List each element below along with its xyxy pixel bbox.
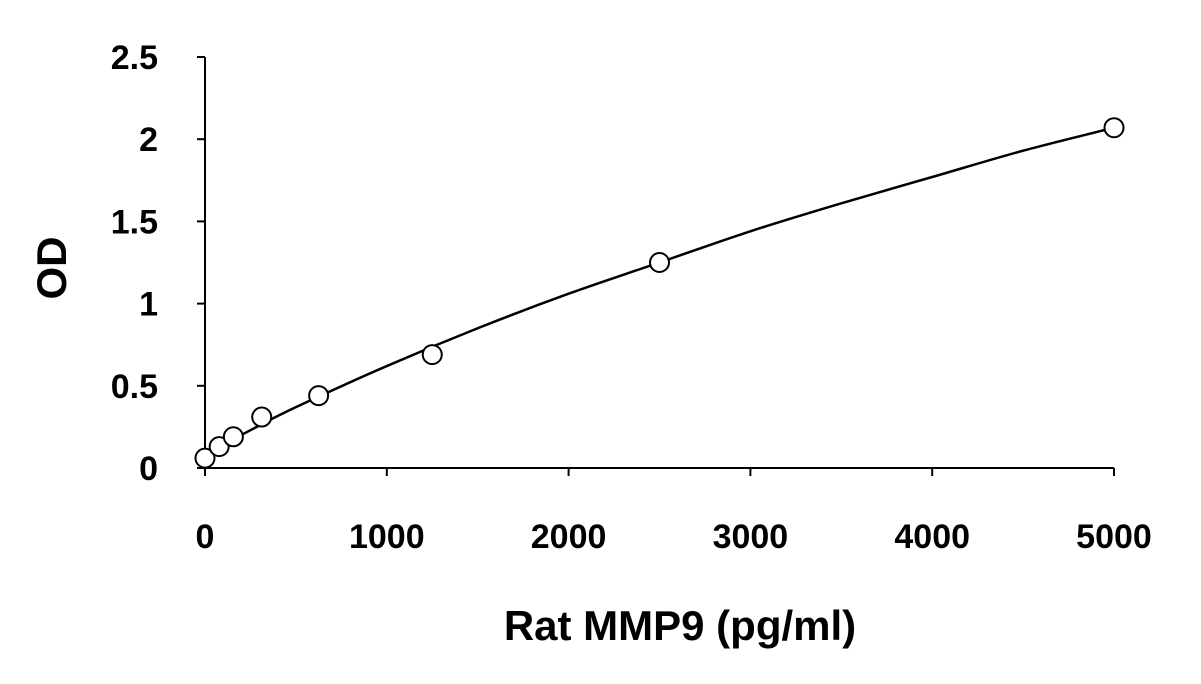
data-point: [421, 344, 443, 366]
data-point: [649, 252, 670, 273]
x-tick-label: 1000: [349, 518, 425, 556]
y-tick-label: 2.5: [111, 39, 158, 77]
x-tick-label: 4000: [894, 518, 970, 556]
y-axis-title: OD: [28, 237, 75, 300]
data-points: [194, 117, 1125, 469]
fit-curve: [204, 126, 1115, 456]
y-tick-label: 1: [139, 286, 158, 324]
y-tick-label: 2: [139, 121, 158, 159]
x-axis-title: Rat MMP9 (pg/ml): [504, 602, 856, 649]
data-point: [208, 436, 230, 458]
x-tick-label: 2000: [531, 518, 607, 556]
y-tick-label: 0: [139, 450, 158, 488]
x-tick-label: 5000: [1076, 518, 1152, 556]
axes: [204, 57, 1114, 469]
y-tick-label: 0.5: [111, 368, 158, 406]
x-axis-ticks: 0 1000 2000 3000 4000 5000: [196, 468, 1152, 556]
fit-curve-group: [204, 126, 1115, 456]
y-tick-label: 1.5: [111, 203, 158, 241]
x-tick-label: 3000: [713, 518, 789, 556]
x-tick-label: 0: [196, 518, 215, 556]
data-point: [222, 426, 244, 448]
data-point: [308, 385, 330, 407]
y-axis-ticks: 0 0.5 1 1.5 2 2.5: [111, 39, 205, 488]
data-point: [194, 447, 216, 469]
data-point: [1103, 117, 1125, 139]
data-point: [251, 406, 273, 428]
